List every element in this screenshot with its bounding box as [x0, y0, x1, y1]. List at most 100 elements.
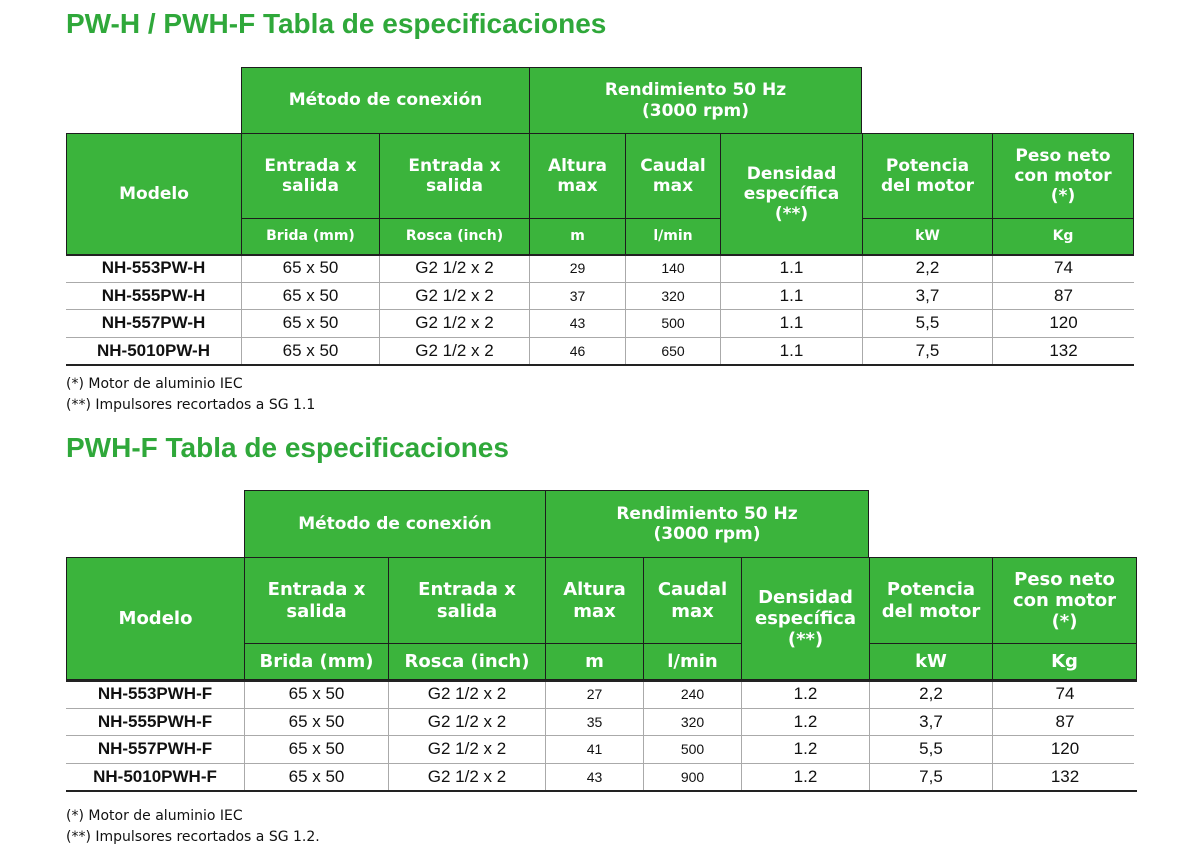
header-flow-max: Caudal max [643, 557, 742, 644]
cell-thread: G2 1/2 x 2 [388, 763, 545, 790]
group-header-connection: Método de conexión [244, 490, 546, 558]
cell-flow: 320 [643, 708, 741, 735]
cell-model: NH-553PW-H [101, 258, 206, 278]
cell-height: 41 [545, 736, 643, 763]
cell-flange: 65 x 50 [241, 310, 379, 337]
cell-weight: 132 [992, 763, 1137, 790]
unit-flow: l/min [643, 643, 742, 680]
cell-weight: 132 [992, 337, 1134, 364]
cell-height: 46 [529, 337, 625, 364]
cell-flange: 65 x 50 [244, 736, 388, 763]
unit-height: m [529, 218, 626, 255]
unit-height: m [545, 643, 644, 680]
unit-flow: l/min [625, 218, 721, 255]
cell-thread: G2 1/2 x 2 [379, 282, 529, 309]
cell-weight: 74 [992, 681, 1137, 708]
table-row: NH-555PWH-F 65 x 50 G2 1/2 x 2 35 320 1.2 3,7 8… [66, 708, 1137, 736]
table-row: NH-553PWH-F 65 x 50 G2 1/2 x 2 27 240 1.2 2,2 7… [66, 681, 1134, 709]
cell-thread: G2 1/2 x 2 [388, 708, 545, 735]
header-height-max: Altura max [545, 557, 644, 644]
cell-weight: 120 [992, 736, 1137, 763]
cell-power: 3,7 [869, 708, 992, 735]
cell-density: 1.1 [720, 337, 862, 364]
cell-density: 1.2 [741, 681, 869, 708]
cell-height: 43 [545, 763, 643, 790]
cell-height: 43 [529, 310, 625, 337]
cell-weight: 87 [992, 708, 1137, 735]
header-motor-power: Potencia del motor [862, 133, 993, 219]
cell-power: 5,5 [869, 736, 992, 763]
cell-flow: 500 [643, 736, 741, 763]
footnote: (*) Motor de aluminio IEC [66, 376, 243, 392]
table-row: NH-557PW-H 65 x 50 G2 1/2 x 2 43 500 1.1 5,5 12… [66, 310, 1134, 338]
table-row: NH-555PW-H 65 x 50 G2 1/2 x 2 37 320 1.1 3,7 87 [66, 282, 1134, 310]
cell-model: NH-555PWH-F [97, 711, 213, 731]
header-net-weight: Peso neto con motor (*) [992, 133, 1134, 219]
cell-thread: G2 1/2 x 2 [379, 310, 529, 337]
cell-power: 2,2 [869, 681, 992, 708]
footnote: (**) Impulsores recortados a SG 1.1 [66, 397, 316, 413]
cell-density: 1.1 [720, 310, 862, 337]
cell-thread: G2 1/2 x 2 [388, 736, 545, 763]
footnote: (**) Impulsores recortados a SG 1.2. [66, 829, 320, 845]
cell-height: 27 [545, 681, 643, 708]
header-density: Densidad específica (**) [720, 133, 863, 255]
cell-model: NH-557PW-H [101, 313, 206, 333]
cell-power: 2,2 [862, 255, 992, 282]
header-model: Modelo [66, 557, 245, 680]
unit-weight: Kg [992, 643, 1137, 680]
cell-height: 35 [545, 708, 643, 735]
table-bottom-rule [66, 790, 1137, 792]
cell-flow: 900 [643, 763, 741, 790]
cell-height: 29 [529, 255, 625, 282]
cell-density: 1.2 [741, 736, 869, 763]
group-header-connection: Método de conexión [241, 67, 530, 134]
unit-thread: Rosca (inch) [379, 218, 530, 255]
cell-model: NH-555PW-H [101, 285, 206, 305]
cell-power: 7,5 [869, 763, 992, 790]
cell-flange: 65 x 50 [241, 255, 379, 282]
cell-model: NH-553PWH-F [97, 684, 213, 704]
unit-power: kW [869, 643, 993, 680]
cell-density: 1.1 [720, 255, 862, 282]
unit-flange: Brida (mm) [244, 643, 389, 680]
header-inlet-outlet-thread: Entrada x salida [379, 133, 530, 219]
cell-model: NH-557PWH-F [97, 739, 213, 759]
cell-flange: 65 x 50 [244, 763, 388, 790]
header-net-weight: Peso neto con motor (*) [992, 557, 1137, 644]
header-flow-max: Caudal max [625, 133, 721, 219]
table-top-rule [66, 680, 1137, 682]
cell-flange: 65 x 50 [244, 681, 388, 708]
cell-flow: 320 [625, 282, 720, 309]
cell-flange: 65 x 50 [241, 282, 379, 309]
cell-weight: 87 [992, 282, 1134, 309]
table-top-rule [66, 254, 1134, 256]
cell-flow: 240 [643, 681, 741, 708]
table-row: NH-5010PW-H 65 x 50 G2 1/2 x 2 46 650 1.1 7,5 1… [66, 337, 1134, 365]
cell-flow: 140 [625, 255, 720, 282]
cell-weight: 120 [992, 310, 1134, 337]
header-model: Modelo [66, 133, 242, 255]
header-motor-power: Potencia del motor [869, 557, 993, 644]
group-header-performance: Rendimiento 50 Hz (3000 rpm) [529, 67, 862, 134]
unit-power: kW [862, 218, 993, 255]
cell-flow: 650 [625, 337, 720, 364]
cell-thread: G2 1/2 x 2 [388, 681, 545, 708]
header-inlet-outlet-thread: Entrada x salida [388, 557, 546, 644]
table-title: PWH-F Tabla de especificaciones [66, 432, 509, 463]
footnote: (*) Motor de aluminio IEC [66, 808, 243, 824]
cell-model: NH-5010PWH-F [93, 766, 217, 786]
table-row: NH-557PWH-F 65 x 50 G2 1/2 x 2 41 500 1.2 5,5 1… [66, 736, 1134, 764]
cell-power: 3,7 [862, 282, 992, 309]
cell-power: 7,5 [862, 337, 992, 364]
cell-model: NH-5010PW-H [96, 340, 210, 360]
cell-thread: G2 1/2 x 2 [379, 337, 529, 364]
group-header-performance: Rendimiento 50 Hz (3000 rpm) [545, 490, 869, 558]
cell-density: 1.2 [741, 708, 869, 735]
cell-flange: 65 x 50 [241, 337, 379, 364]
unit-thread: Rosca (inch) [388, 643, 546, 680]
table-row: NH-5010PWH-F 65 x 50 G2 1/2 x 2 43 900 1.2 7,5… [66, 763, 1137, 791]
header-density: Densidad específica (**) [741, 557, 870, 680]
unit-weight: Kg [992, 218, 1134, 255]
header-inlet-outlet-flange: Entrada x salida [241, 133, 380, 219]
